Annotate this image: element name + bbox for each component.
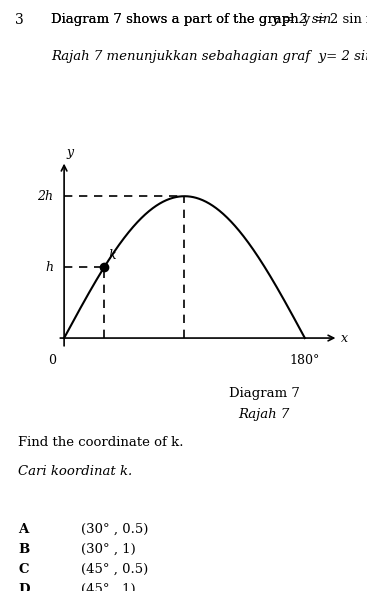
Text: 2h: 2h xyxy=(37,190,54,203)
Text: x: x xyxy=(341,332,348,345)
Text: y = 2 sin: y = 2 sin xyxy=(51,13,336,26)
Text: (30° , 1): (30° , 1) xyxy=(81,543,135,556)
Text: B: B xyxy=(18,543,30,556)
Text: k: k xyxy=(108,249,116,262)
Text: Rajah 7 menunjukkan sebahagian graf  y= 2 sin x.: Rajah 7 menunjukkan sebahagian graf y= 2… xyxy=(51,50,367,63)
Text: Find the coordinate of k.: Find the coordinate of k. xyxy=(18,436,184,449)
Text: Cari koordinat k.: Cari koordinat k. xyxy=(18,465,132,478)
Text: 0: 0 xyxy=(48,353,56,366)
Text: A: A xyxy=(18,523,29,536)
Text: C: C xyxy=(18,563,29,576)
Text: (45° , 1): (45° , 1) xyxy=(81,583,135,591)
Text: (45° , 0.5): (45° , 0.5) xyxy=(81,563,148,576)
Text: (30° , 0.5): (30° , 0.5) xyxy=(81,523,148,536)
Text: 3: 3 xyxy=(15,13,23,27)
Text: Diagram 7: Diagram 7 xyxy=(229,387,300,400)
Text: Diagram 7 shows a part of the graph: Diagram 7 shows a part of the graph xyxy=(51,13,303,26)
Text: D: D xyxy=(18,583,30,591)
Text: Rajah 7: Rajah 7 xyxy=(239,408,290,421)
Text: h: h xyxy=(46,261,54,274)
Text: 180°: 180° xyxy=(290,353,320,366)
Text: y: y xyxy=(67,147,74,160)
Text: Diagram 7 shows a part of the graph y = 2 sin x.: Diagram 7 shows a part of the graph y = … xyxy=(51,13,367,26)
